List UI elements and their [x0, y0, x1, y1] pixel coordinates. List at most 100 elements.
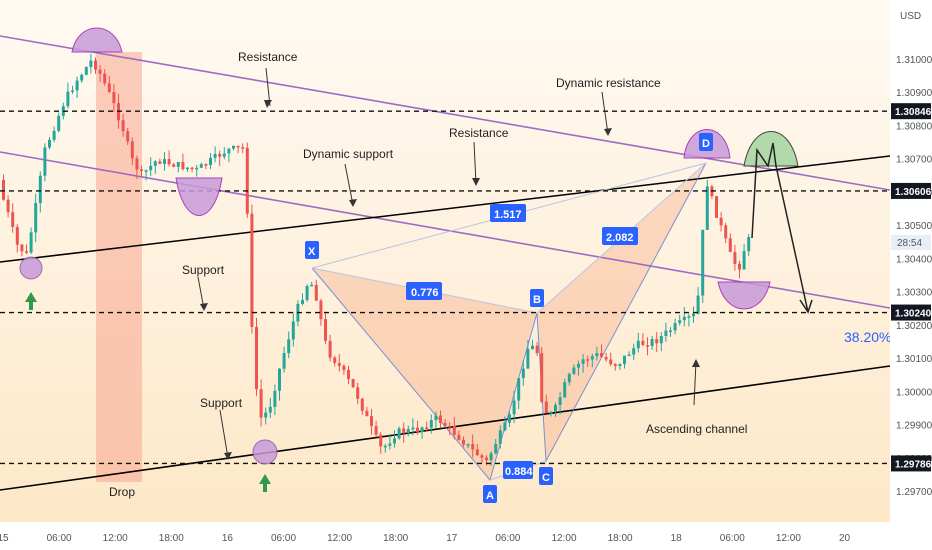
- dip-arc: [175, 177, 223, 216]
- candle-body: [370, 416, 373, 427]
- candle-body: [301, 299, 304, 304]
- candle-body: [618, 364, 622, 367]
- candle-body: [324, 319, 327, 341]
- candle-body: [429, 420, 433, 428]
- candle-body: [558, 397, 562, 405]
- candle-body: [213, 153, 217, 158]
- candle-body: [176, 162, 180, 167]
- green-up-arrow-bottom: [259, 474, 271, 492]
- candle-body: [705, 186, 709, 230]
- candle-body: [167, 159, 171, 165]
- candle-body: [236, 145, 240, 148]
- candle-body: [724, 225, 728, 239]
- level-tag-label: 1.30606: [895, 187, 932, 198]
- candle-body: [314, 284, 318, 301]
- level-tag: [891, 304, 931, 321]
- candle-body: [75, 80, 79, 91]
- candle-body: [701, 229, 705, 296]
- candle-body: [475, 449, 479, 456]
- x-tick-label: 18:00: [159, 533, 184, 544]
- candle-body: [52, 130, 56, 140]
- green-up-arrow-left: [25, 292, 37, 310]
- candle-body: [388, 443, 392, 446]
- candle-body: [535, 345, 539, 354]
- candle-body: [57, 115, 61, 131]
- candle-body: [664, 330, 668, 337]
- currency-label: USD: [900, 11, 921, 22]
- candle-body: [498, 430, 502, 444]
- candle-body: [696, 295, 700, 314]
- candle-body: [48, 139, 51, 148]
- candle-body: [397, 428, 401, 439]
- candle-body: [650, 339, 654, 347]
- candle-body: [135, 158, 139, 170]
- candle-body: [250, 213, 254, 327]
- candle-body: [462, 439, 465, 445]
- candle-body: [2, 180, 5, 200]
- candle-body: [15, 226, 19, 245]
- candle-body: [669, 330, 672, 333]
- levels: [0, 110, 890, 465]
- candle-body: [623, 355, 626, 365]
- y-tick-label: 1.30200: [896, 321, 932, 332]
- candle-body: [98, 69, 102, 74]
- candle-body: [636, 340, 640, 349]
- candle-body: [383, 445, 387, 448]
- plot-background: [0, 0, 890, 522]
- candle-body: [678, 320, 682, 324]
- candle-body: [6, 199, 10, 213]
- y-tick-label: 1.30000: [896, 387, 932, 398]
- label-support-left: Support: [182, 263, 225, 277]
- candle-body: [310, 284, 314, 287]
- candle-body: [590, 356, 594, 360]
- candle-body: [411, 427, 415, 430]
- candle-body: [728, 238, 732, 252]
- candle-body: [687, 316, 691, 318]
- x-tick-label: 20: [839, 533, 851, 544]
- candle-body: [34, 203, 38, 233]
- x-tick-label: 18:00: [608, 533, 633, 544]
- candle-body: [531, 345, 534, 350]
- current-price-tag: [891, 235, 931, 250]
- candle-body: [563, 382, 567, 398]
- candle-body: [328, 340, 332, 358]
- candle-body: [494, 443, 498, 454]
- y-tick-label: 1.30400: [896, 254, 932, 265]
- svg-text:C: C: [542, 472, 550, 484]
- candle-body: [512, 400, 516, 415]
- y-tick-label: 1.31000: [896, 55, 932, 66]
- candle-body: [604, 356, 608, 360]
- label-ascending-channel: Ascending channel: [646, 422, 747, 436]
- x-axis[interactable]: 15 06:00 12:00 18:00 16 06:00 12:00 18:00 17 06:0…: [0, 522, 932, 550]
- candles: [2, 53, 751, 467]
- svg-text:2.082: 2.082: [606, 232, 634, 244]
- candle-body: [742, 251, 746, 270]
- svg-text:1.517: 1.517: [494, 209, 522, 221]
- candle-body: [448, 425, 452, 428]
- candle-body: [567, 373, 571, 383]
- candle-body: [365, 410, 369, 417]
- level-tag: [891, 182, 931, 199]
- y-tick-label: 1.30100: [896, 354, 932, 365]
- candle-body: [319, 300, 323, 320]
- candle-body: [337, 363, 341, 366]
- level-tag-label: 1.30846: [895, 107, 932, 118]
- candle-body: [632, 348, 636, 355]
- candle-body: [489, 453, 493, 461]
- candle-body: [255, 326, 258, 390]
- y-axis[interactable]: USD 1.310001.309001.308001.307001.306001…: [890, 0, 932, 522]
- svg-text:X: X: [308, 246, 316, 258]
- candle-body: [130, 141, 134, 159]
- candle-body: [692, 313, 695, 317]
- candle-body: [80, 74, 84, 81]
- y-tick-label: 1.30500: [896, 221, 932, 232]
- x-tick-label: 12:00: [776, 533, 801, 544]
- retest-arc: [717, 281, 771, 310]
- candle-body: [199, 164, 203, 168]
- candle-body: [609, 359, 613, 365]
- candle-body: [471, 444, 475, 450]
- candle-body: [581, 359, 585, 364]
- candle-body: [264, 412, 268, 418]
- candle-body: [715, 196, 718, 218]
